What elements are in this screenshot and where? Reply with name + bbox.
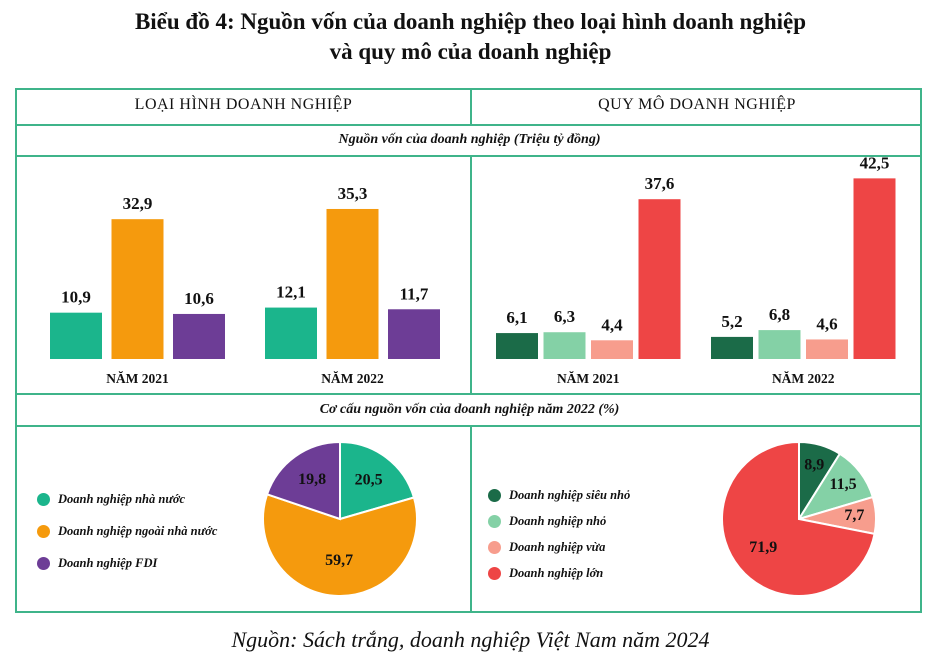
pie-slice-label: 7,7: [844, 507, 864, 524]
divider: [470, 90, 472, 124]
legend-label: Doanh nghiệp ngoài nhà nước: [58, 523, 218, 538]
panel-header-left: LOẠI HÌNH DOANH NGHIỆP: [134, 96, 353, 113]
bar-value-label: 12,1: [276, 283, 306, 302]
year-label: NĂM 2022: [321, 371, 384, 386]
bar: [496, 333, 538, 359]
bar-value-label: 4,6: [816, 314, 837, 333]
pie-slice-label: 11,5: [830, 476, 857, 493]
legend-item: Doanh nghiệp lớn: [488, 566, 630, 580]
chart-title-line-1: Biểu đồ 4: Nguồn vốn của doanh nghiệp th…: [134, 9, 807, 34]
bar: [711, 336, 753, 359]
bar-value-label: 11,7: [400, 284, 429, 303]
legend-label: Doanh nghiệp vừa: [509, 539, 606, 554]
bar: [758, 330, 801, 359]
legend-swatch: [488, 540, 501, 554]
pies-subtitle: Cơ cấu nguồn vốn của doanh nghiệp năm 20…: [319, 402, 620, 417]
legend-label: Doanh nghiệp nhỏ: [509, 513, 607, 528]
pie-slice-label: 20,5: [355, 471, 383, 488]
pie-slice-label: 59,7: [325, 552, 353, 569]
bar: [50, 312, 102, 359]
pie-slice: [721, 440, 876, 597]
panel-header-right: QUY MÔ DOANH NGHIỆP: [598, 96, 796, 113]
legend-label: Doanh nghiệp lớn: [509, 565, 604, 580]
legend-item: Doanh nghiệp vừa: [488, 540, 630, 554]
bar-value-label: 6,8: [769, 305, 790, 324]
legend-label: Doanh nghiệp FDI: [58, 555, 158, 570]
bars-subtitle: Nguồn vốn của doanh nghiệp (Triệu tỷ đồn…: [338, 132, 601, 147]
bar-value-label: 37,6: [645, 174, 675, 193]
legend-item: Doanh nghiệp siêu nhỏ: [488, 488, 630, 502]
legend-item: Doanh nghiệp nhỏ: [488, 514, 630, 528]
divider: [17, 425, 922, 427]
bar-value-label: 6,3: [554, 307, 575, 326]
pie-slice-label: 8,9: [804, 456, 824, 473]
legend-label: Doanh nghiệp siêu nhỏ: [509, 487, 631, 502]
legend-swatch: [488, 488, 501, 502]
divider: [470, 157, 472, 393]
divider: [17, 124, 922, 126]
legend-item: Doanh nghiệp nhà nước: [37, 492, 217, 506]
legend-item: Doanh nghiệp ngoài nhà nước: [37, 524, 217, 538]
legend-enterprise-size: Doanh nghiệp siêu nhỏ Doanh nghiệp nhỏ Doa…: [488, 488, 630, 592]
bar: [326, 208, 379, 359]
legend-swatch: [37, 492, 50, 506]
divider: [17, 393, 922, 395]
bar: [638, 199, 681, 359]
bar: [265, 307, 317, 359]
figure-frame: [15, 88, 922, 613]
bar-value-label: 10,6: [184, 289, 214, 308]
pie-slice: [265, 440, 341, 521]
bar-value-label: 35,3: [338, 184, 368, 203]
legend-swatch: [488, 514, 501, 528]
bar: [388, 309, 440, 359]
divider: [470, 427, 472, 611]
bar: [853, 178, 896, 359]
source-note: Nguồn: Sách trắng, doanh nghiệp Việt Nam…: [231, 627, 710, 652]
bar-value-label: 5,2: [721, 312, 742, 331]
legend-item: Doanh nghiệp FDI: [37, 556, 217, 570]
legend-swatch: [488, 566, 501, 580]
legend-label: Doanh nghiệp nhà nước: [58, 491, 186, 506]
bar: [591, 340, 633, 359]
pie-slice-label: 71,9: [749, 539, 777, 556]
bar: [806, 339, 848, 359]
year-label: NĂM 2021: [106, 371, 169, 386]
bar: [543, 332, 586, 359]
bar-value-label: 6,1: [506, 308, 527, 327]
bar-value-label: 4,4: [601, 315, 623, 334]
year-label: NĂM 2022: [772, 371, 835, 386]
pie-slice: [339, 440, 416, 521]
bar-value-label: 32,9: [123, 194, 153, 213]
bar: [111, 219, 164, 359]
year-label: NĂM 2021: [557, 371, 620, 386]
chart-title-line-2: và quy mô của doanh nghiệp: [329, 39, 612, 64]
bar-value-label: 42,5: [860, 153, 890, 172]
bar: [173, 313, 225, 359]
divider: [17, 155, 922, 157]
legend-enterprise-type: Doanh nghiệp nhà nước Doanh nghiệp ngoài …: [37, 492, 217, 588]
bar-value-label: 10,9: [61, 288, 91, 307]
legend-swatch: [37, 524, 50, 538]
pie-slice-label: 19,8: [298, 471, 326, 488]
legend-swatch: [37, 556, 50, 570]
pie-slice: [262, 493, 418, 597]
